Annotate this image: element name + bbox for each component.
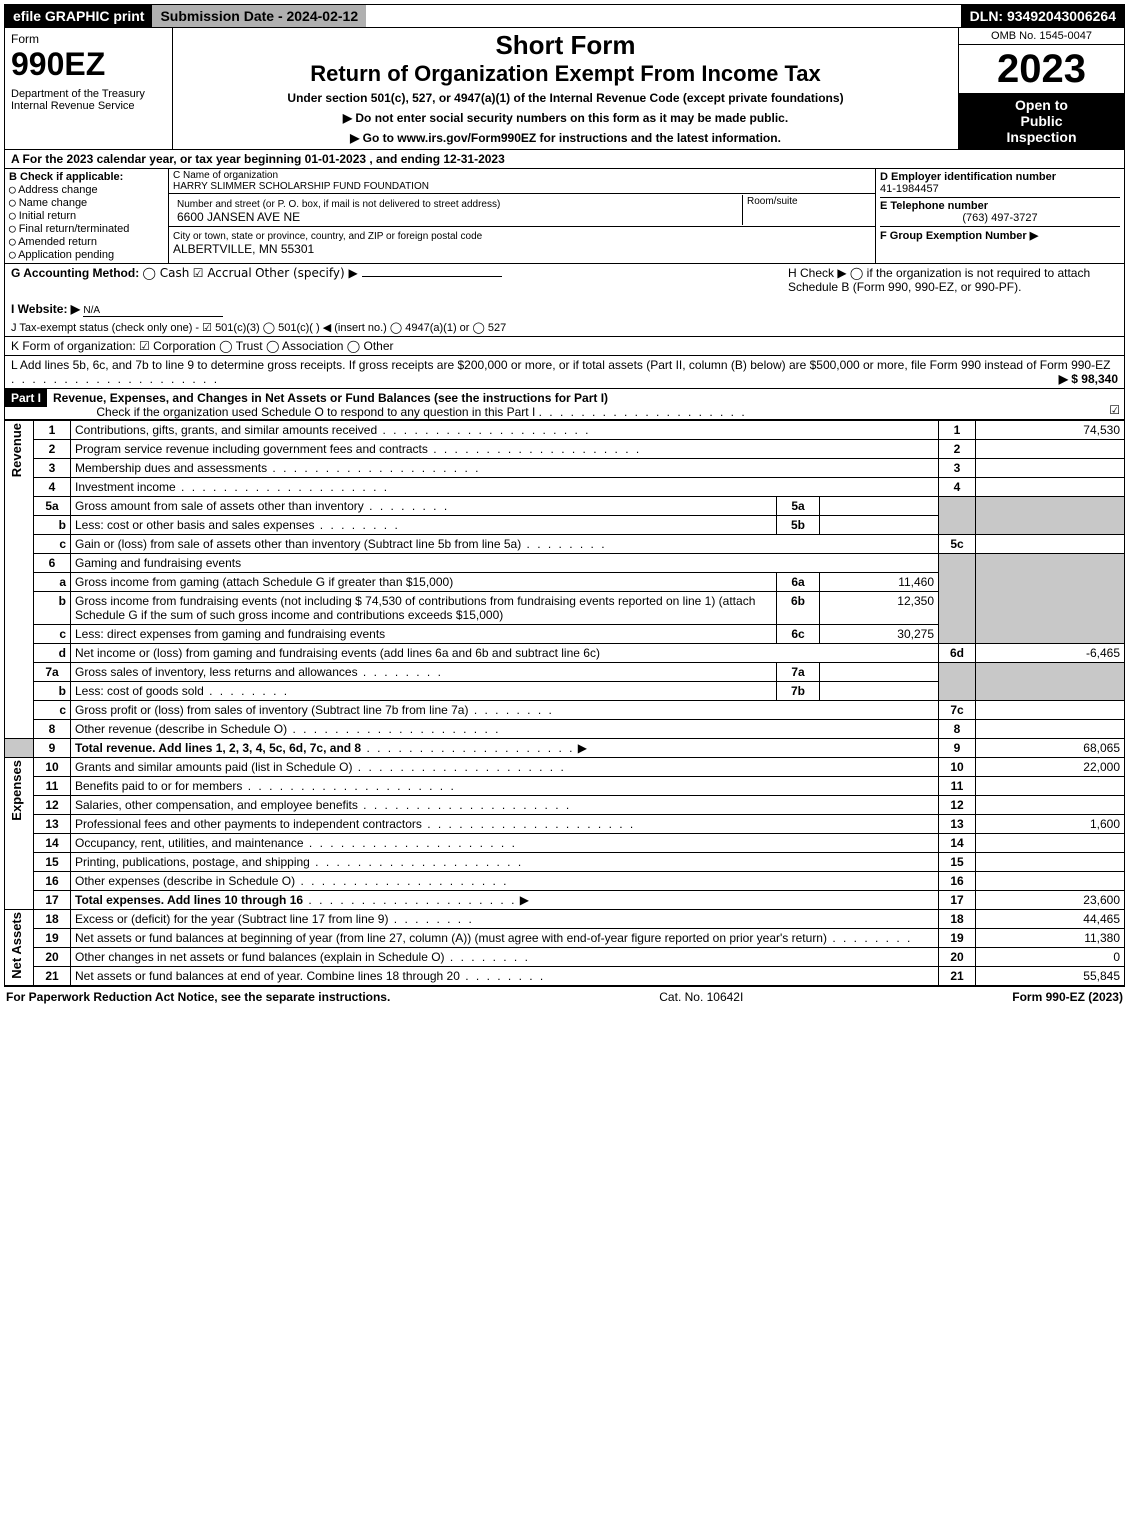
part1-checkbox[interactable]: ☑ [1109,403,1120,417]
footer-left: For Paperwork Reduction Act Notice, see … [6,990,390,1004]
city-label: City or town, state or province, country… [173,231,482,242]
room-suite-label: Room/suite [742,195,871,225]
open-public-badge: Open to Public Inspection [959,93,1124,149]
form-header: Form 990EZ Department of the Treasury In… [4,28,1125,150]
c-name-label: C Name of organization [173,170,278,181]
form-word: Form [11,32,166,46]
part1-check-text: Check if the organization used Schedule … [96,405,535,419]
sections-bcd: B Check if applicable: ◯ Address change … [4,169,1125,264]
g-cash[interactable]: ◯ Cash [143,266,190,280]
g-accrual[interactable]: ☑ Accrual [193,266,252,280]
check-application-pending[interactable]: ◯ Application pending [9,248,164,261]
page-footer: For Paperwork Reduction Act Notice, see … [4,986,1125,1007]
b-header: B Check if applicable: [9,171,123,183]
line-1-num: 1 [34,421,71,440]
section-b: B Check if applicable: ◯ Address change … [5,169,169,263]
check-final-return[interactable]: ◯ Final return/terminated [9,222,164,235]
check-name-change[interactable]: ◯ Name change [9,196,164,209]
check-address-change[interactable]: ◯ Address change [9,183,164,196]
part1-header-row: Part I Revenue, Expenses, and Changes in… [4,389,1125,420]
submission-date: Submission Date - 2024-02-12 [152,5,366,27]
part1-badge: Part I [5,389,47,407]
section-k: K Form of organization: ☑ Corporation ◯ … [4,337,1125,356]
group-exemption-label: F Group Exemption Number ▶ [880,230,1038,242]
under-section: Under section 501(c), 527, or 4947(a)(1)… [179,91,952,105]
line-1-desc: Contributions, gifts, grants, and simila… [75,423,377,437]
section-def: D Employer identification number 41-1984… [875,169,1124,263]
netassets-side-label: Net Assets [5,910,34,986]
section-h: H Check ▶ ◯ if the organization is not r… [788,266,1118,294]
goto-link[interactable]: ▶ Go to www.irs.gov/Form990EZ for instru… [179,131,952,145]
line-1-val: 74,530 [976,421,1125,440]
section-l: L Add lines 5b, 6c, and 7b to line 9 to … [4,356,1125,389]
part1-title: Revenue, Expenses, and Changes in Net As… [53,391,608,405]
part1-table: Revenue 1 Contributions, gifts, grants, … [4,420,1125,986]
l-text: L Add lines 5b, 6c, and 7b to line 9 to … [11,358,1110,372]
tel-label: E Telephone number [880,200,988,212]
street-label: Number and street (or P. O. box, if mail… [177,199,500,210]
footer-form: Form 990-EZ (2023) [1012,990,1123,1004]
line-1-ref: 1 [939,421,976,440]
g-label: G Accounting Method: [11,266,139,280]
check-amended-return[interactable]: ◯ Amended return [9,235,164,248]
ein-label: D Employer identification number [880,171,1056,183]
section-a: A For the 2023 calendar year, or tax yea… [4,150,1125,169]
section-j: J Tax-exempt status (check only one) - ☑… [11,321,1118,334]
dln: DLN: 93492043006264 [961,5,1124,27]
section-gh: G Accounting Method: ◯ Cash ☑ Accrual Ot… [4,264,1125,337]
street-value: 6600 JANSEN AVE NE [177,210,300,224]
i-label: I Website: ▶ [11,302,80,316]
revenue-side-label: Revenue [5,421,34,739]
section-c: C Name of organization HARRY SLIMMER SCH… [169,169,875,263]
form-number: 990EZ [11,48,166,80]
top-bar: efile GRAPHIC print Submission Date - 20… [4,4,1125,28]
tel-value: (763) 497-3727 [880,212,1120,224]
omb-number: OMB No. 1545-0047 [959,28,1124,45]
no-ssn-note: ▶ Do not enter social security numbers o… [179,111,952,125]
check-initial-return[interactable]: ◯ Initial return [9,209,164,222]
tax-year: 2023 [959,45,1124,93]
footer-cat: Cat. No. 10642I [659,990,743,1004]
return-title: Return of Organization Exempt From Incom… [179,61,952,87]
org-name: HARRY SLIMMER SCHOLARSHIP FUND FOUNDATIO… [173,181,429,192]
expenses-side-label: Expenses [5,758,34,910]
efile-label: efile GRAPHIC print [5,5,152,27]
city-value: ALBERTVILLE, MN 55301 [173,242,314,256]
l-amount: ▶ $ 98,340 [1059,372,1118,386]
section-a-text: A For the 2023 calendar year, or tax yea… [11,152,505,166]
ein-value: 41-1984457 [880,183,1120,195]
website-value: N/A [83,305,223,317]
short-form-title: Short Form [179,30,952,61]
g-other[interactable]: Other (specify) ▶ [255,266,501,280]
department: Department of the Treasury Internal Reve… [11,88,166,112]
